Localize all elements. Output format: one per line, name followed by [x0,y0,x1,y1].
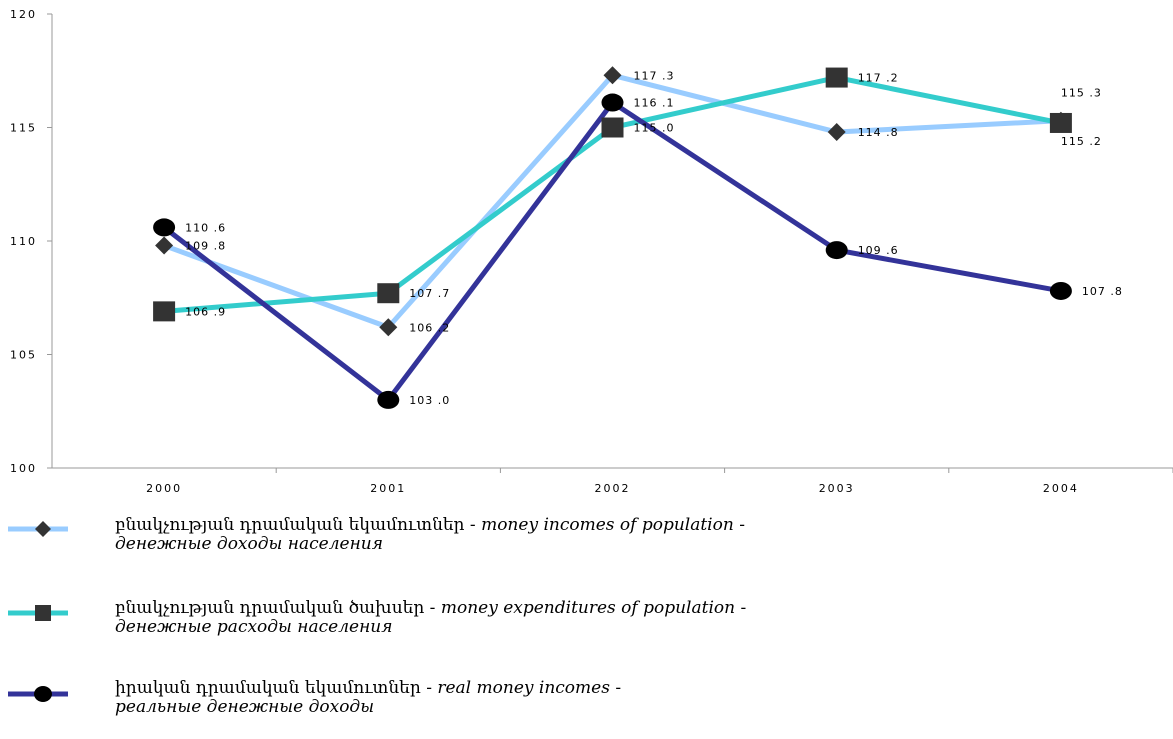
circle-marker [825,241,848,260]
line-chart: 100 105 110 115 120 2000 2001 2002 2003 2004 109 … [10,8,1173,495]
data-label-series-1: 109 .8 [185,240,226,253]
legend-separator: - [464,515,482,535]
y-tick-label: 115 [10,122,37,135]
legend-entry-expenditures: բնակչության դրամական ծախսեր - money expe… [0,599,1173,659]
square-marker [601,117,624,138]
legend-label-hy: բնակչության դրամական ծախսեր [115,598,425,618]
legend-separator: - [735,598,747,618]
data-label-series-1: 106 .2 [409,321,450,334]
legend-label-en: money incomes of population [481,515,734,535]
y-tick-label: 110 [10,235,37,248]
diamond-marker [379,318,398,337]
data-label-series-1: 117 .3 [634,69,675,82]
data-label-series-2: 115 .0 [634,122,675,135]
data-label-series-3: 110 .6 [185,221,226,234]
legend-text-expenditures: բնակչության դրամական ծախսեր - money expe… [115,599,746,637]
series-line-1 [163,72,1062,330]
data-label-series-2: 115 .2 [1061,135,1102,148]
data-label-series-3: 109 .6 [858,244,899,257]
data-label-series-1: 114 .8 [858,126,899,139]
x-tick-label: 2001 [370,482,406,495]
legend-separator: - [609,678,622,698]
legend-separator: - [420,678,438,698]
square-marker [1049,112,1072,133]
legend-separator: - [733,515,745,535]
circle-marker [153,218,176,237]
data-label-series-2: 117 .2 [858,72,899,85]
diamond-marker [155,236,174,255]
legend-label-ru: реальные денежные доходы [115,697,375,717]
data-label-series-2: 106 .9 [185,305,226,318]
x-tick-label: 2000 [146,482,182,495]
square-marker [377,283,400,304]
diamond-marker [603,66,622,85]
legend-label-en: money expenditures of population [440,598,736,618]
y-tick-label: 105 [10,349,37,362]
x-tick-label: 2003 [819,482,855,495]
square-marker [825,67,848,88]
series-line-2 [163,75,1062,314]
legend-label-ru: денежные доходы населения [115,534,383,554]
legend-label-hy: բնակչության դրամական եկամուտներ [115,515,465,535]
circle-marker [601,93,624,112]
y-tick-label: 100 [10,462,37,475]
legend-text-real-incomes: իրական դրամական եկամուտներ - real money … [115,679,621,717]
legend-label-en: real money incomes [437,678,610,698]
data-label-series-1: 115 .3 [1061,87,1102,100]
series-markers [153,66,1072,409]
diamond-marker [827,123,846,142]
square-marker [153,301,176,322]
data-label-series-2: 107 .7 [409,287,450,300]
x-tick-label: 2002 [595,482,631,495]
legend-swatch-expenditures [8,605,68,621]
data-label-series-3: 116 .1 [634,97,675,110]
circle-marker [377,390,400,409]
legend-swatch-real-incomes [8,686,68,702]
circle-marker [1049,281,1072,300]
legend-text-incomes: բնակչության դրամական եկամուտներ - money … [115,516,745,554]
series-line-3 [162,100,1062,403]
chart-axes: 100 105 110 115 120 2000 2001 2002 2003 2004 [10,8,1173,495]
x-tick-label: 2004 [1043,482,1079,495]
y-tick-label: 120 [10,8,37,21]
legend-label-hy: իրական դրամական եկամուտներ [115,678,421,698]
legend-label-ru: денежные расходы населения [115,617,393,637]
legend-entry-incomes: բնակչության դրամական եկամուտներ - money … [0,516,1173,576]
legend-separator: - [424,598,441,618]
data-labels: 109 .8 106 .2 117 .3 114 .8 115 .3 106 .9 107 … [185,69,1123,407]
data-label-series-3: 103 .0 [409,394,450,407]
data-label-series-3: 107 .8 [1082,285,1123,298]
legend-swatch-incomes [8,521,68,537]
legend-entry-real-incomes: իրական դրամական եկամուտներ - real money … [0,679,1173,739]
